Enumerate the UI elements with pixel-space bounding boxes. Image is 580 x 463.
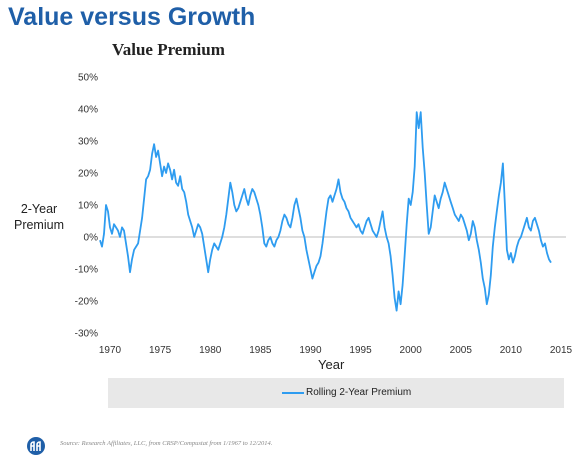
- chart-title: Value Premium: [112, 40, 225, 59]
- y-tick-label: -10%: [75, 265, 98, 276]
- slide-title: Value versus Growth: [8, 3, 256, 31]
- x-axis-ticks: 1970 1975 1980 1985 1990 1995 2000 2005 2010 2015: [99, 345, 573, 356]
- legend-swatch-line: [282, 392, 304, 394]
- legend-label: Rolling 2-Year Premium: [306, 387, 412, 398]
- x-tick-label: 1970: [99, 345, 122, 356]
- x-tick-label: 2010: [500, 345, 523, 356]
- research-affiliates-logo: [27, 437, 45, 455]
- y-tick-label: 10%: [78, 201, 98, 212]
- x-tick-label: 1980: [199, 345, 222, 356]
- y-axis-label-line-1: 2-Year: [20, 202, 58, 216]
- y-tick-label: 50%: [78, 73, 98, 84]
- y-tick-label: 20%: [78, 169, 98, 180]
- source-note: Source: Research Affiliates, LLC, from C…: [60, 440, 273, 447]
- y-axis-ticks: -30% -20% -10% 0% 10% 20% 30% 40% 50%: [75, 73, 98, 340]
- x-tick-label: 1990: [299, 345, 322, 356]
- x-tick-label: 1995: [349, 345, 372, 356]
- x-axis-label: Year: [318, 357, 345, 372]
- y-tick-label: 0%: [84, 233, 99, 244]
- y-tick-label: 30%: [78, 137, 98, 148]
- y-tick-label: -30%: [75, 329, 98, 340]
- x-tick-label: 2000: [400, 345, 423, 356]
- y-axis-label-line-2: Premium: [13, 218, 64, 232]
- x-tick-label: 1985: [249, 345, 272, 356]
- x-tick-label: 2015: [550, 345, 573, 356]
- y-tick-label: -20%: [75, 297, 98, 308]
- y-tick-label: 40%: [78, 105, 98, 116]
- legend: Rolling 2-Year Premium: [108, 378, 564, 408]
- x-tick-label: 1975: [149, 345, 172, 356]
- series-line-rolling-2-year-premium: [99, 111, 552, 312]
- x-tick-label: 2005: [450, 345, 473, 356]
- y-axis-label: 2-Year Premium: [8, 201, 70, 233]
